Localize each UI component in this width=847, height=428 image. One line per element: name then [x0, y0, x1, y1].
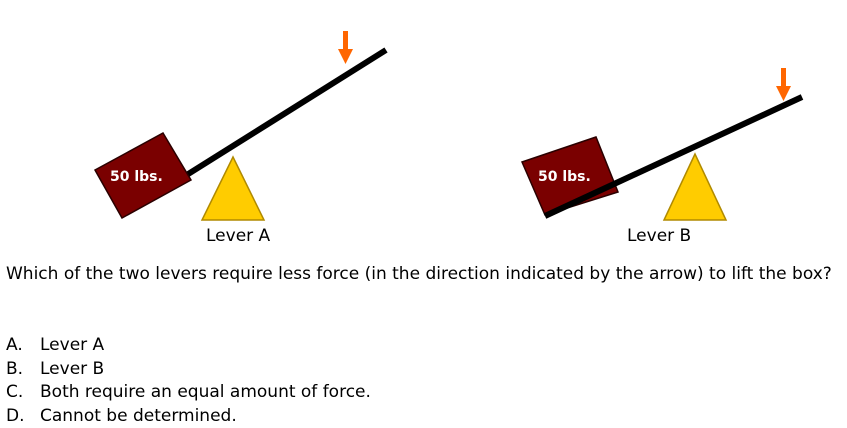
choice-b-text: Lever B [40, 359, 104, 379]
question-text: Which of the two levers require less for… [6, 262, 844, 286]
lever-b-force-arrow-icon [776, 68, 791, 101]
choice-c-text: Both require an equal amount of force. [40, 382, 371, 402]
lever-a-caption: Lever A [206, 226, 270, 246]
lever-b-caption: Lever B [627, 226, 691, 246]
choice-a[interactable]: A.Lever A [6, 334, 371, 358]
lever-a-fulcrum [202, 157, 264, 220]
lever-a: 50 lbs. [95, 31, 386, 220]
choice-d[interactable]: D.Cannot be determined. [6, 405, 371, 428]
lever-b-fulcrum [664, 154, 726, 220]
lever-b-weight-label: 50 lbs. [538, 169, 591, 185]
choice-a-text: Lever A [40, 335, 104, 355]
choice-d-text: Cannot be determined. [40, 406, 237, 426]
lever-a-weight-label: 50 lbs. [110, 169, 163, 185]
choice-c-letter: C. [6, 381, 40, 405]
levers-diagram: 50 lbs. 50 lbs. [0, 0, 847, 250]
choice-d-letter: D. [6, 405, 40, 428]
choice-c[interactable]: C.Both require an equal amount of force. [6, 381, 371, 405]
answer-choices: A.Lever A B.Lever B C.Both require an eq… [6, 334, 371, 428]
lever-b: 50 lbs. [522, 68, 802, 220]
choice-b-letter: B. [6, 358, 40, 382]
choice-b[interactable]: B.Lever B [6, 358, 371, 382]
choice-a-letter: A. [6, 334, 40, 358]
lever-a-force-arrow-icon [338, 31, 353, 64]
